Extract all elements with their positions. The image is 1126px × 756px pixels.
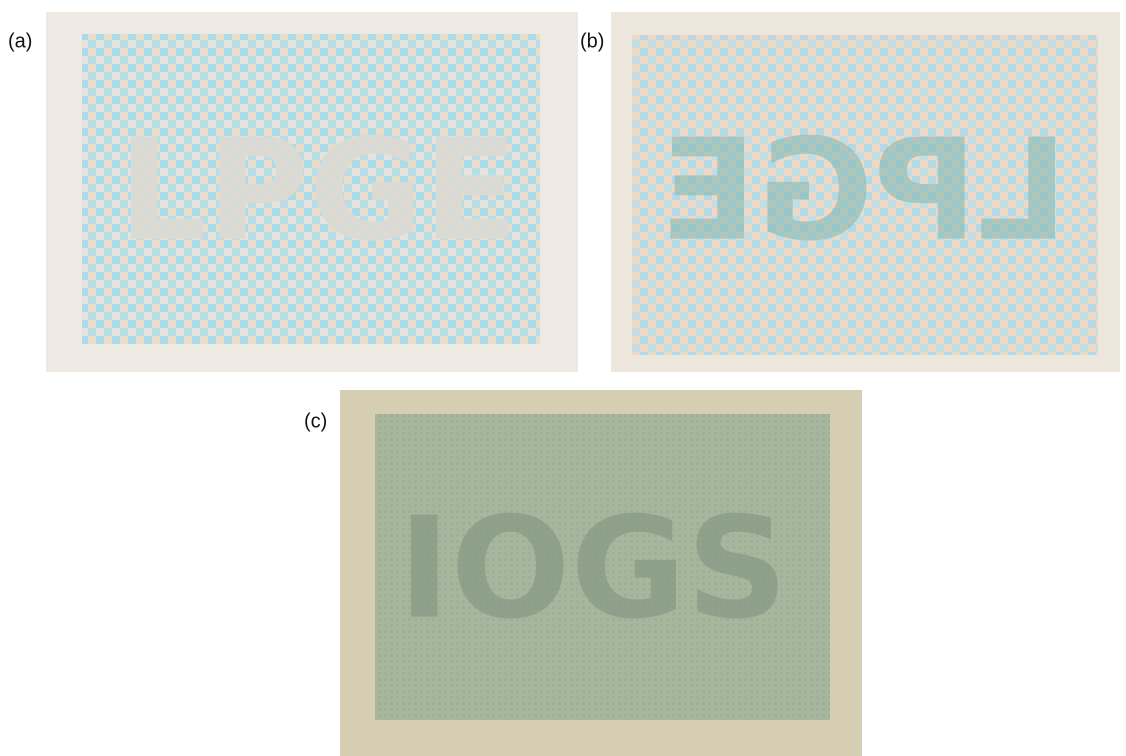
hidden-text: IOGS <box>398 488 788 651</box>
hidden-text: LPGE <box>660 110 1068 273</box>
panel-b: LPGE (b) <box>580 12 1120 372</box>
panel-a: LPGE (a) <box>8 12 578 372</box>
checkerboard <box>82 34 540 344</box>
checkerboard <box>632 35 1098 355</box>
panel-label: (c) <box>304 410 327 432</box>
panel-label: (a) <box>8 30 32 52</box>
checkerboard <box>375 414 830 720</box>
panel-label: (b) <box>580 30 604 52</box>
hidden-text: LPGE <box>118 110 518 273</box>
panel-c: IOGS (c) <box>304 390 862 756</box>
